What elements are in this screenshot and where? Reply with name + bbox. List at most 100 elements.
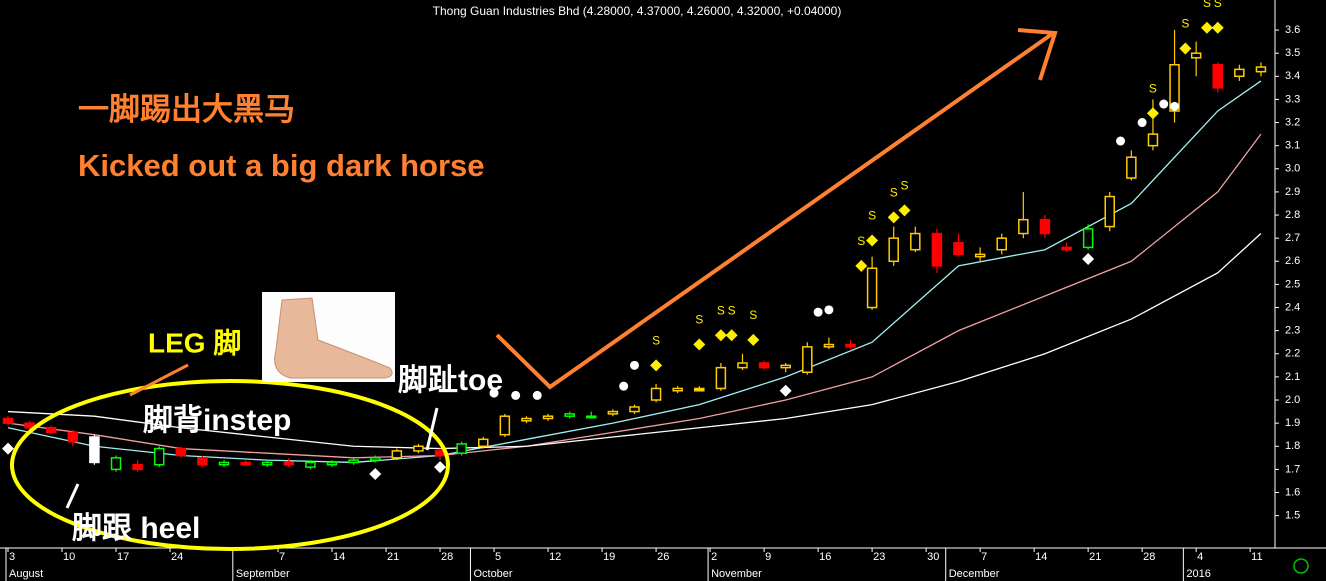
candle-body (542, 415, 554, 420)
signal-diamond (725, 329, 738, 342)
candle-body (413, 445, 424, 452)
signal-dot (619, 381, 629, 391)
annotations: 一脚踢出大黑马 Kicked out a big dark horse LEG … (10, 28, 1058, 551)
candle-body (132, 464, 143, 471)
candle-body (931, 232, 943, 267)
signal-diamond (1179, 42, 1192, 55)
signal-diamond (1211, 21, 1224, 34)
candle-body (672, 387, 683, 392)
candle-body (564, 413, 575, 417)
candle-body (261, 461, 273, 466)
x-tick-label: 7 (981, 551, 987, 563)
candle-body (24, 422, 35, 429)
toe-pointer (425, 407, 439, 451)
candle-body (348, 459, 359, 464)
x-tick-label: 12 (549, 551, 561, 563)
signal-label: S (1214, 0, 1222, 10)
candle-body (218, 461, 230, 466)
signal-diamond (1146, 107, 1159, 120)
month-label: August (9, 568, 43, 580)
candle-body (240, 461, 251, 466)
y-tick-label: 3.5 (1285, 47, 1300, 59)
candle-body (1255, 66, 1267, 73)
signal-label: S (857, 234, 865, 248)
candle-body (737, 362, 748, 369)
leg-pointer (129, 363, 189, 397)
x-tick-label: 7 (279, 551, 285, 563)
signal-label: S (868, 209, 876, 223)
signal-dot (824, 305, 834, 315)
y-tick-label: 2.0 (1285, 394, 1300, 406)
x-tick-label: 10 (63, 551, 75, 563)
candle-body (1212, 63, 1224, 89)
signal-dot (532, 390, 542, 400)
x-tick-label: 26 (657, 551, 669, 563)
y-tick-label: 2.8 (1285, 209, 1300, 221)
y-tick-label: 2.1 (1285, 371, 1300, 383)
signal-diamond (650, 359, 663, 372)
leg-label: LEG 脚 (148, 327, 241, 358)
candle-body (1126, 156, 1137, 179)
moving-average-line (7, 133, 1262, 459)
x-tick-label: 28 (1143, 551, 1155, 563)
candle-body (629, 406, 640, 413)
candle-body (197, 457, 208, 466)
x-tick-label: 28 (441, 551, 453, 563)
x-tick-label: 14 (333, 551, 345, 563)
candle-body (326, 461, 338, 466)
x-tick-label: 9 (765, 551, 771, 563)
candle-body (45, 427, 57, 434)
heel-label: 脚跟 heel (72, 512, 200, 545)
y-tick-label: 2.5 (1285, 278, 1300, 290)
highlight-ellipse (10, 379, 450, 551)
signal-label: S (749, 308, 757, 322)
candle-body (888, 237, 899, 263)
month-label: November (711, 568, 762, 580)
signal-diamond (1, 442, 14, 455)
signal-diamond (898, 204, 911, 217)
candle-body (845, 343, 856, 348)
signal-dot (1170, 101, 1180, 111)
candle-body (953, 242, 964, 256)
candle-body (1082, 228, 1094, 249)
x-tick-label: 4 (1197, 551, 1203, 563)
toe-label: 脚趾toe (398, 364, 503, 397)
y-tick-label: 2.6 (1285, 255, 1300, 267)
x-tick-label: 23 (873, 551, 885, 563)
candle-body (823, 343, 835, 348)
candle-body (391, 450, 403, 459)
signal-diamond (779, 384, 792, 397)
candle-body (1190, 52, 1202, 59)
chinese-title: 一脚踢出大黑马 (78, 92, 295, 127)
y-tick-label: 3.2 (1285, 116, 1300, 128)
x-tick-label: 21 (1089, 551, 1101, 563)
signal-dot (489, 388, 499, 398)
candle-body (175, 447, 187, 457)
signal-label: S (1149, 81, 1157, 95)
candle-body (456, 443, 467, 454)
status-icon (1293, 558, 1309, 574)
candle-body (650, 387, 662, 401)
x-tick-label: 30 (927, 551, 939, 563)
candle-body (974, 253, 986, 258)
plot-area: 1.5 1.6 1.7 1.8 1.9 2.0 2.1 2.2 2.3 2.4 2.5 2.6 2.7 2… (1, 0, 1300, 581)
candle-body (1234, 68, 1245, 78)
signal-label: S (901, 179, 909, 193)
candle-body (2, 417, 14, 424)
x-tick-label: 19 (603, 551, 615, 563)
y-tick-label: 3.6 (1285, 24, 1300, 36)
candle-body (89, 436, 100, 464)
candle-body (499, 415, 511, 436)
signal-label: S (717, 303, 725, 317)
y-tick-label: 1.6 (1285, 486, 1300, 498)
month-label: December (949, 568, 1000, 580)
signal-dot (1137, 118, 1147, 128)
signal-diamond (1082, 252, 1095, 265)
candle-body (283, 461, 295, 466)
month-label: October (473, 568, 512, 580)
candle-body (153, 447, 165, 466)
signal-label: S (652, 334, 660, 348)
candle-body (67, 431, 79, 443)
candle-body (1147, 133, 1159, 147)
heel-pointer (65, 483, 80, 509)
